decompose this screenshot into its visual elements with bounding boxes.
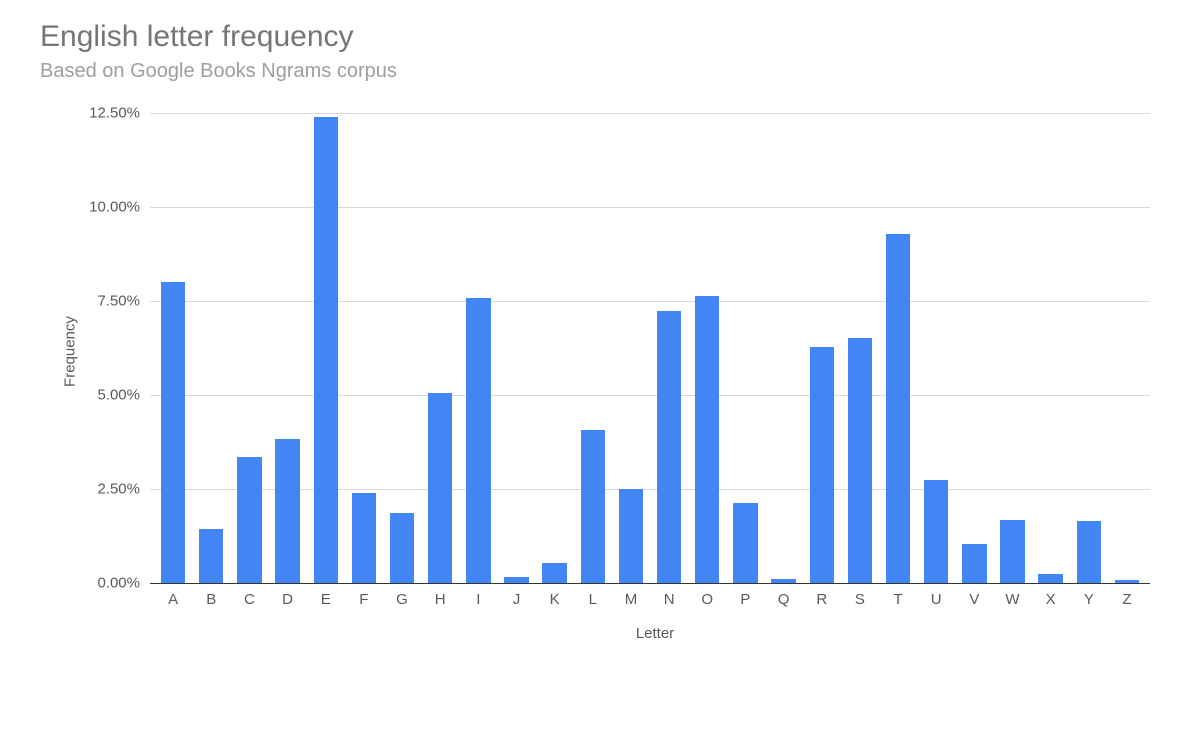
x-tick-label: U — [931, 583, 942, 608]
chart-container: English letter frequency Based on Google… — [40, 20, 1160, 642]
x-tick-label: Q — [778, 583, 790, 608]
bar — [695, 296, 719, 583]
bar-slot: U — [917, 113, 955, 583]
bar — [924, 480, 948, 583]
x-tick-label: A — [168, 583, 178, 608]
bar-slot: S — [841, 113, 879, 583]
bar — [390, 513, 414, 583]
x-tick-label: C — [244, 583, 255, 608]
bar-slot: W — [993, 113, 1031, 583]
x-tick-label: S — [855, 583, 865, 608]
gridline — [150, 583, 1150, 584]
bar — [657, 311, 681, 583]
bar-slot: O — [688, 113, 726, 583]
x-tick-label: Z — [1122, 583, 1131, 608]
x-tick-label: K — [550, 583, 560, 608]
y-tick-label: 0.00% — [97, 575, 150, 592]
bar — [962, 544, 986, 583]
bar — [1000, 520, 1024, 583]
x-tick-label: V — [969, 583, 979, 608]
bar — [161, 282, 185, 583]
plot-outer: Frequency 0.00%2.50%5.00%7.50%10.00%12.5… — [70, 113, 1160, 642]
bar-slot: I — [459, 113, 497, 583]
bar-slot: L — [574, 113, 612, 583]
bar-slot: C — [230, 113, 268, 583]
bar-slot: R — [803, 113, 841, 583]
x-tick-label: I — [476, 583, 480, 608]
bar-slot: D — [268, 113, 306, 583]
bar — [1077, 521, 1101, 583]
bar-slot: A — [154, 113, 192, 583]
chart-subtitle: Based on Google Books Ngrams corpus — [40, 60, 1160, 83]
bar-slot: Z — [1108, 113, 1146, 583]
bar-slot: N — [650, 113, 688, 583]
bar — [886, 234, 910, 583]
bar — [275, 439, 299, 583]
x-tick-label: G — [396, 583, 408, 608]
x-axis-label: Letter — [150, 625, 1160, 642]
y-tick-label: 7.50% — [97, 293, 150, 310]
x-tick-label: X — [1046, 583, 1056, 608]
bar-slot: B — [192, 113, 230, 583]
bar — [848, 338, 872, 583]
bar — [199, 529, 223, 583]
bar-slot: E — [307, 113, 345, 583]
x-tick-label: T — [893, 583, 902, 608]
bar — [428, 393, 452, 583]
x-tick-label: L — [589, 583, 597, 608]
y-tick-label: 10.00% — [89, 199, 150, 216]
bar-slot: Q — [765, 113, 803, 583]
bar-slot: F — [345, 113, 383, 583]
bar — [314, 117, 338, 583]
bar-slot: G — [383, 113, 421, 583]
bar-slot: H — [421, 113, 459, 583]
bar-slot: P — [726, 113, 764, 583]
x-tick-label: H — [435, 583, 446, 608]
x-tick-label: E — [321, 583, 331, 608]
bar — [352, 493, 376, 583]
y-tick-label: 5.00% — [97, 387, 150, 404]
x-tick-label: D — [282, 583, 293, 608]
bar — [466, 298, 490, 583]
bar — [619, 489, 643, 583]
x-tick-label: W — [1005, 583, 1019, 608]
bar-slot: M — [612, 113, 650, 583]
x-tick-label: N — [664, 583, 675, 608]
bar-slot: Y — [1070, 113, 1108, 583]
x-tick-label: M — [625, 583, 638, 608]
bars-container: ABCDEFGHIJKLMNOPQRSTUVWXYZ — [150, 113, 1150, 583]
y-tick-label: 2.50% — [97, 481, 150, 498]
bar — [581, 430, 605, 583]
y-tick-label: 12.50% — [89, 105, 150, 122]
y-axis-label: Frequency — [62, 292, 79, 412]
chart-title: English letter frequency — [40, 20, 1160, 54]
x-tick-label: B — [206, 583, 216, 608]
bar-slot: T — [879, 113, 917, 583]
bar-slot: V — [955, 113, 993, 583]
bar-slot: K — [536, 113, 574, 583]
bar — [237, 457, 261, 583]
bar — [810, 347, 834, 583]
x-tick-label: R — [816, 583, 827, 608]
plot-area: 0.00%2.50%5.00%7.50%10.00%12.50%ABCDEFGH… — [150, 113, 1150, 583]
bar-slot: X — [1032, 113, 1070, 583]
x-tick-label: F — [359, 583, 368, 608]
x-tick-label: P — [740, 583, 750, 608]
bar — [1038, 574, 1062, 583]
bar-slot: J — [497, 113, 535, 583]
bar — [733, 503, 757, 583]
x-tick-label: J — [513, 583, 521, 608]
bar — [542, 563, 566, 583]
x-tick-label: Y — [1084, 583, 1094, 608]
x-tick-label: O — [701, 583, 713, 608]
